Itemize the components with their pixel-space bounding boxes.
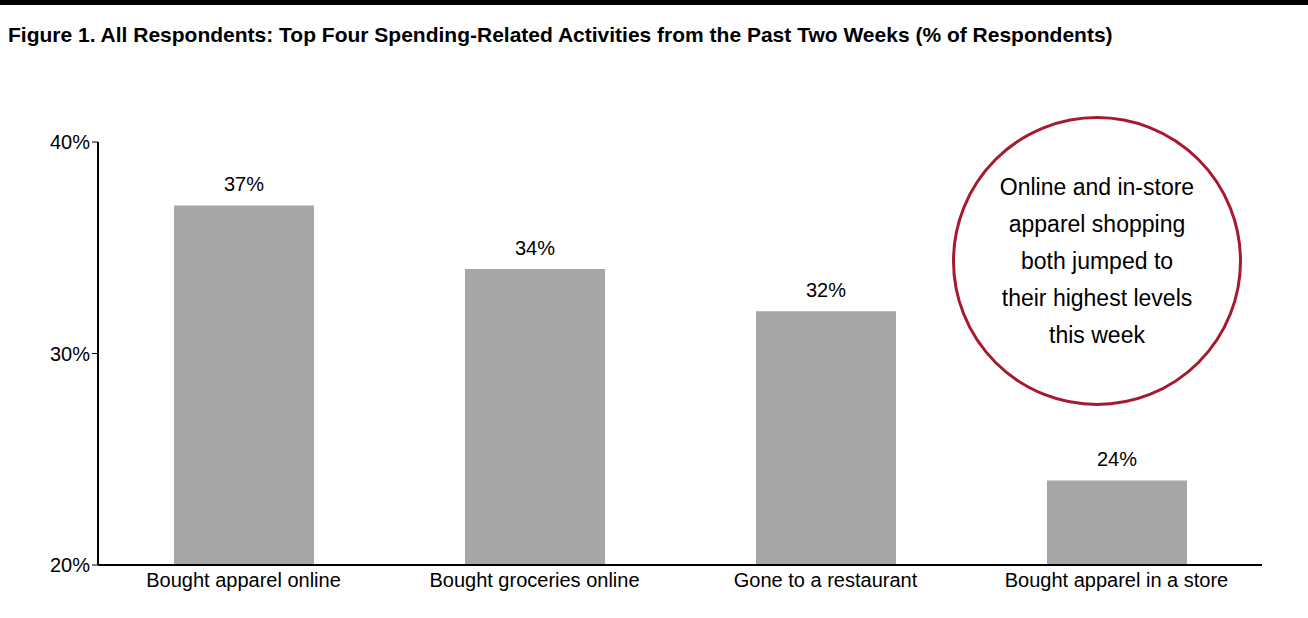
html-text:Figure 1. All Respondents: Top: Figure 1. All Respondents: Top Four Spen… <box>8 23 1113 46</box>
svg-text:24%: 24% <box>1097 448 1137 470</box>
svg-text:20%: 20% <box>50 554 90 576</box>
svg-text:Bought groceries online: Bought groceries online <box>429 569 639 591</box>
svg-text:32%: 32% <box>806 279 846 301</box>
svg-text:37%: 37% <box>224 173 264 195</box>
svg-text:Gone to a restaurant: Gone to a restaurant <box>734 569 918 591</box>
svg-text:34%: 34% <box>515 237 555 259</box>
svg-text:Bought apparel in a store: Bought apparel in a store <box>1005 569 1229 591</box>
svg-text:30%: 30% <box>50 343 90 365</box>
svg-text:Bought apparel online: Bought apparel online <box>146 569 341 591</box>
html-text:Online and in-store apparel sh: Online and in-store apparel shopping bot… <box>999 173 1195 348</box>
svg-text:40%: 40% <box>50 131 90 153</box>
